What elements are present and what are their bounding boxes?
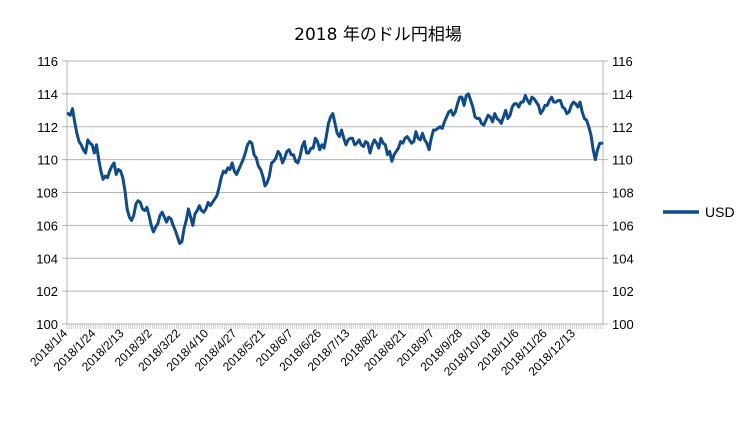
left-y-axis: 100 102 104 106 108 110 112 114 116	[36, 54, 68, 332]
y-tick-label-left: 110	[37, 153, 58, 168]
y-tick-label-right: 110	[612, 153, 633, 168]
y-tick-label-left: 114	[37, 87, 58, 102]
y-tick-label-left: 112	[37, 120, 58, 135]
y-tick-label-left: 102	[36, 284, 58, 299]
y-tick-label-right: 100	[612, 317, 634, 332]
y-tick-label-left: 116	[37, 54, 58, 69]
y-tick-label-left: 100	[36, 317, 58, 332]
chart-title: 2018 年のドル円相場	[294, 25, 462, 45]
right-y-axis: 100 102 104 106 108 110 112 114 116	[602, 54, 634, 332]
legend: USD	[663, 204, 735, 220]
y-tick-label-right: 104	[612, 251, 634, 266]
y-tick-label-right: 102	[612, 284, 634, 299]
y-tick-label-right: 108	[612, 186, 634, 201]
legend-label: USD	[705, 204, 735, 220]
y-tick-label-right: 116	[612, 54, 633, 69]
y-tick-label-right: 114	[612, 87, 633, 102]
y-tick-label-left: 106	[36, 218, 58, 233]
series-line-usd	[66, 92, 604, 245]
y-tick-label-right: 112	[612, 120, 633, 135]
series-layer	[66, 92, 604, 245]
y-tick-label-right: 106	[612, 218, 634, 233]
y-tick-label-left: 104	[36, 251, 58, 266]
y-tick-label-left: 108	[36, 186, 58, 201]
